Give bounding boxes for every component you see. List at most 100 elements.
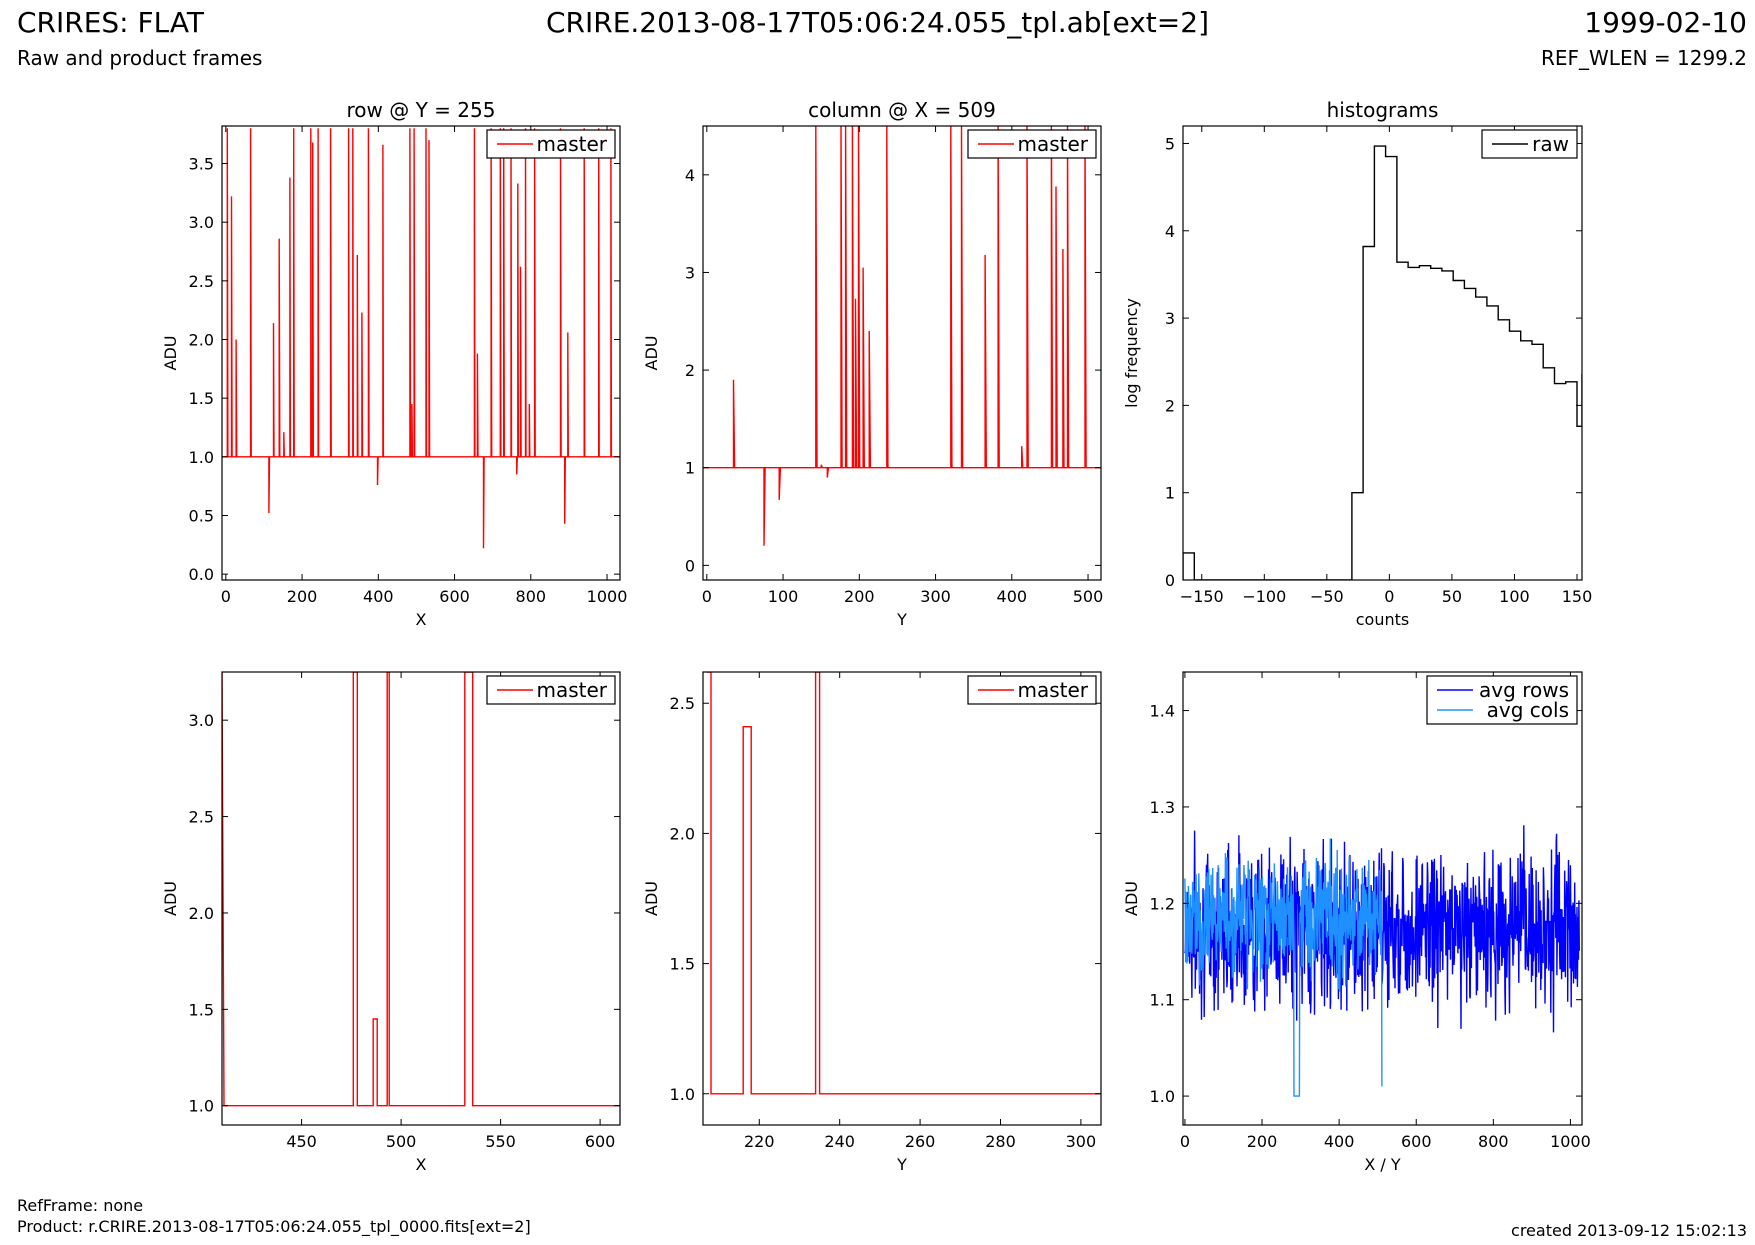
chart-panel-5: 220 240 260 280 300 1.0 1.5 2.0 2.5 Y ADU master (642, 671, 1102, 1174)
series-group (707, 672, 1101, 1095)
y-tick-label: 1.5 (189, 389, 214, 408)
x-tick-label: −150 (1180, 587, 1224, 606)
x-tick-label: 450 (286, 1132, 317, 1151)
x-tick-label: 500 (1073, 587, 1104, 606)
plot-frame (1182, 671, 1583, 1126)
y-tick-label: 2.5 (189, 272, 214, 291)
y-tick-label: 1.4 (1150, 702, 1175, 721)
x-tick-label: 1000 (587, 587, 628, 606)
y-axis-label: ADU (161, 336, 180, 371)
legend: master (967, 129, 1097, 159)
y-tick-label: 4 (685, 166, 695, 185)
y-tick-label: 4 (1165, 222, 1175, 241)
x-axis-label: Y (896, 1155, 907, 1174)
series-line-master (703, 126, 1101, 546)
ref-wlen-label: REF_WLEN = 1299.2 (1540, 46, 1747, 70)
y-tick-label: 1.0 (189, 1097, 214, 1116)
x-tick-label: 0 (221, 587, 231, 606)
y-tick-label: 2.5 (670, 694, 695, 713)
y-tick-label: 2.0 (189, 331, 214, 350)
legend-label: master (1017, 132, 1088, 156)
x-axis-label: Y (896, 610, 907, 629)
series-line-master (222, 672, 620, 1107)
legend-label: master (536, 678, 607, 702)
x-tick-label: 240 (824, 1132, 855, 1151)
x-tick-label: 0 (702, 587, 712, 606)
refframe-label: RefFrame: none (17, 1196, 144, 1215)
legend-label: avg rows (1479, 678, 1569, 702)
y-tick-label: 5 (1165, 134, 1175, 153)
x-tick-label: −100 (1242, 587, 1286, 606)
series-group (1184, 825, 1580, 1097)
x-tick-label: 400 (363, 587, 394, 606)
series-line-avg-cols (1184, 838, 1383, 1097)
y-tick-label: 1.5 (189, 1000, 214, 1019)
x-tick-label: 280 (985, 1132, 1016, 1151)
y-tick-label: 2 (685, 361, 695, 380)
plot-frame (702, 125, 1102, 581)
series-group (703, 126, 1101, 546)
series-group (222, 672, 620, 1107)
y-tick-label: 1.5 (670, 955, 695, 974)
series-line-raw (1183, 145, 1582, 580)
x-tick-label: 800 (516, 587, 547, 606)
chart-panel-2: 0 100 200 300 400 500 0 1 2 3 4 column @ X = 509 Y AD… (642, 98, 1103, 629)
y-axis-label: ADU (1122, 881, 1141, 916)
y-tick-label: 3.0 (189, 711, 214, 730)
y-axis-label: ADU (161, 881, 180, 916)
x-tick-label: 100 (768, 587, 799, 606)
y-tick-label: 1.0 (1150, 1087, 1175, 1106)
legend-label: master (536, 132, 607, 156)
chart-title: histograms (1327, 98, 1439, 122)
legend-label: avg cols (1487, 698, 1569, 722)
x-tick-label: 600 (585, 1132, 616, 1151)
y-tick-label: 1.0 (670, 1085, 695, 1104)
date-label: 1999-02-10 (1584, 6, 1747, 39)
y-tick-label: 3 (1165, 309, 1175, 328)
x-tick-label: 600 (439, 587, 470, 606)
y-tick-label: 1.1 (1150, 991, 1175, 1010)
chart-title: column @ X = 509 (808, 98, 996, 122)
x-axis-label: counts (1356, 610, 1409, 629)
x-axis-label: X / Y (1364, 1155, 1401, 1174)
legend: raw (1481, 129, 1578, 159)
x-tick-label: 0 (1180, 1132, 1190, 1151)
y-axis-label: log frequency (1122, 298, 1141, 408)
y-tick-label: 1.2 (1150, 894, 1175, 913)
x-axis-label: X (416, 1155, 427, 1174)
series-group (1183, 145, 1582, 580)
y-tick-label: 1.0 (189, 448, 214, 467)
x-tick-label: 600 (1401, 1132, 1432, 1151)
x-tick-label: 400 (997, 587, 1028, 606)
page-subtitle: Raw and product frames (17, 46, 263, 70)
y-axis-label: ADU (642, 881, 661, 916)
x-tick-label: 200 (287, 587, 318, 606)
x-tick-label: 260 (905, 1132, 936, 1151)
y-tick-label: 2 (1165, 396, 1175, 415)
plot-frame (221, 125, 621, 581)
series-group (222, 128, 620, 549)
x-tick-label: 800 (1478, 1132, 1509, 1151)
legend-box (1426, 675, 1578, 725)
legend: master (486, 675, 616, 705)
x-tick-label: 100 (1499, 587, 1530, 606)
x-tick-label: 300 (1066, 1132, 1097, 1151)
x-tick-label: 550 (485, 1132, 516, 1151)
y-tick-label: 2.0 (189, 904, 214, 923)
y-tick-label: 3 (685, 263, 695, 282)
chart-panel-3: −150 −100 −50 0 50 100 150 0 1 2 3 4 5 histograms coun… (1122, 98, 1592, 629)
x-tick-label: 500 (386, 1132, 417, 1151)
x-tick-label: 50 (1442, 587, 1462, 606)
chart-title: row @ Y = 255 (347, 98, 496, 122)
y-axis-label: ADU (642, 336, 661, 371)
plot-frame (702, 671, 1102, 1126)
x-tick-label: 220 (744, 1132, 775, 1151)
y-tick-label: 3.5 (189, 155, 214, 174)
plot-frame (1182, 125, 1583, 581)
x-axis-label: X (416, 610, 427, 629)
chart-panel-1: 0 200 400 600 800 1000 0.0 0.5 1.0 1.5 2.0 2.5 3.0 3.… (161, 98, 627, 629)
x-tick-label: 200 (1247, 1132, 1278, 1151)
series-line-master (222, 128, 620, 549)
